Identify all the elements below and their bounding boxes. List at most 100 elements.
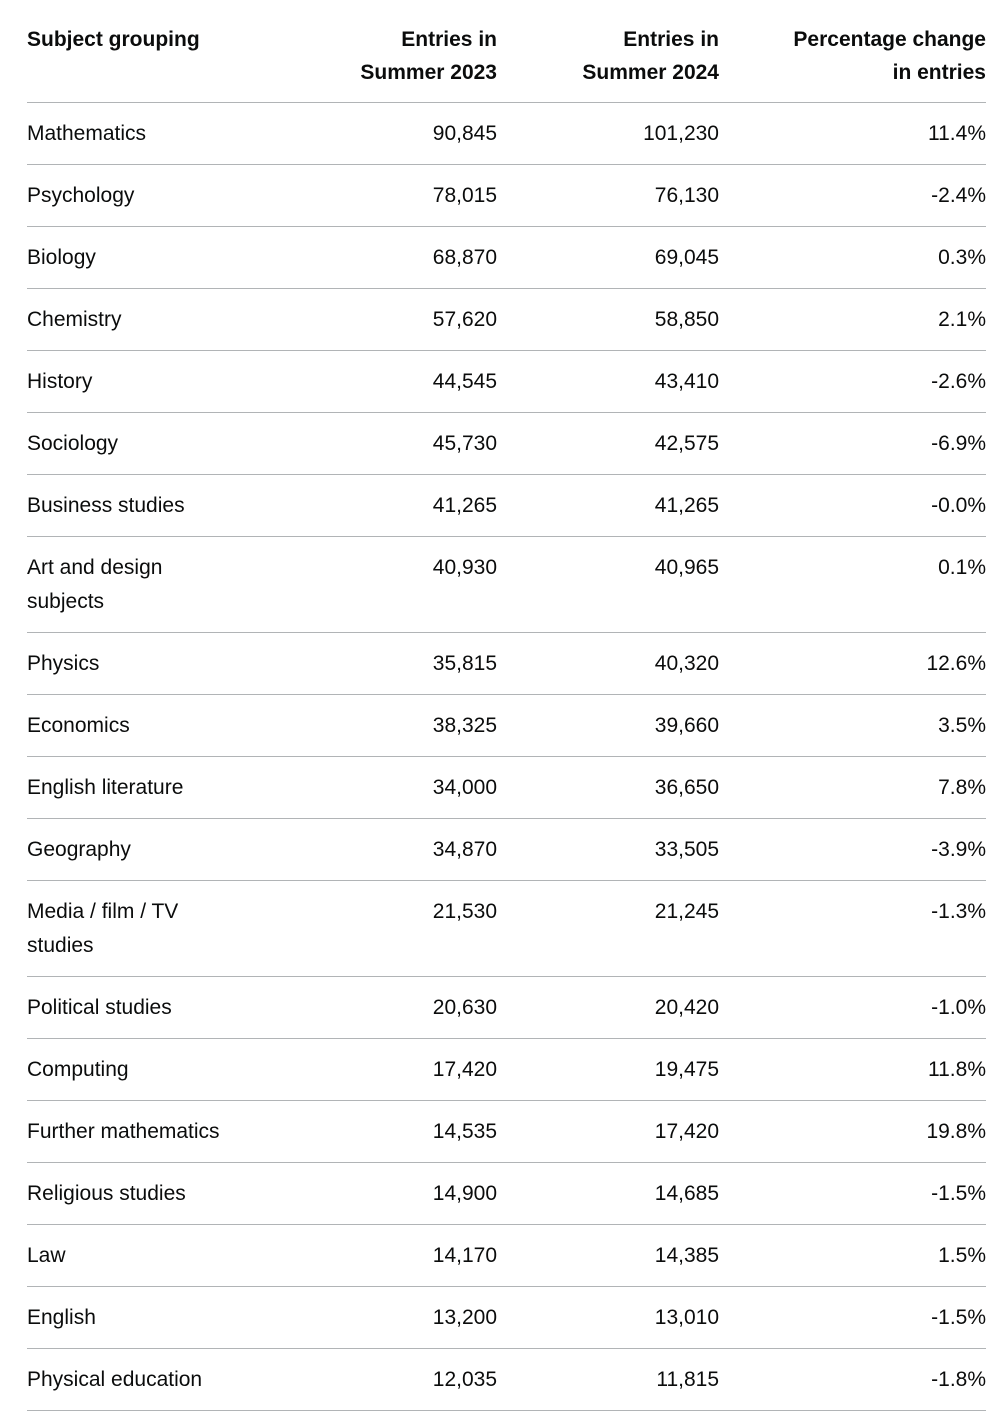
cell-subject: Art and design subjects (27, 536, 237, 633)
cell-subject: Chemistry (27, 288, 237, 351)
table-row: Business studies 41,265 41,265 -0.0% (27, 474, 986, 537)
cell-entries-2024: 36,650 (497, 756, 719, 819)
table-row: Computing 17,420 19,475 11.8% (27, 1038, 986, 1101)
cell-entries-2024: 21,245 (497, 880, 719, 977)
cell-pct-change: -1.5% (719, 1286, 986, 1349)
cell-entries-2023: 34,000 (237, 756, 497, 819)
cell-subject: Religious studies (27, 1162, 237, 1225)
column-header-entries-2023: Entries in Summer 2023 (237, 23, 497, 103)
cell-entries-2024: 19,475 (497, 1038, 719, 1101)
cell-pct-change: 11.4% (719, 102, 986, 165)
cell-entries-2024: 33,505 (497, 818, 719, 881)
cell-entries-2023: 20,630 (237, 976, 497, 1039)
table-row: Sociology 45,730 42,575 -6.9% (27, 412, 986, 475)
table-row: English literature 34,000 36,650 7.8% (27, 756, 986, 819)
cell-entries-2024: 69,045 (497, 226, 719, 289)
cell-entries-2023: 68,870 (237, 226, 497, 289)
cell-entries-2024: 76,130 (497, 164, 719, 227)
cell-pct-change: 19.8% (719, 1100, 986, 1163)
cell-entries-2024: 40,320 (497, 632, 719, 695)
cell-subject: Biology (27, 226, 237, 289)
table-row: English 13,200 13,010 -1.5% (27, 1286, 986, 1349)
cell-entries-2023: 44,545 (237, 350, 497, 413)
cell-entries-2023: 14,900 (237, 1162, 497, 1225)
table-row: Law 14,170 14,385 1.5% (27, 1224, 986, 1287)
cell-pct-change: -1.8% (719, 1348, 986, 1411)
cell-entries-2023: 13,200 (237, 1286, 497, 1349)
cell-subject: History (27, 350, 237, 413)
table-header-row: Subject grouping Entries in Summer 2023 … (27, 23, 986, 103)
cell-entries-2023: 34,870 (237, 818, 497, 881)
table-row: Political studies 20,630 20,420 -1.0% (27, 976, 986, 1039)
cell-subject: English (27, 1286, 237, 1349)
table-row: Religious studies 14,900 14,685 -1.5% (27, 1162, 986, 1225)
table-row: Mathematics 90,845 101,230 11.4% (27, 102, 986, 165)
cell-pct-change: -1.5% (719, 1162, 986, 1225)
cell-entries-2024: 14,685 (497, 1162, 719, 1225)
cell-entries-2023: 21,530 (237, 880, 497, 977)
table-row: Media / film / TV studies 21,530 21,245 … (27, 880, 986, 977)
cell-entries-2024: 43,410 (497, 350, 719, 413)
cell-entries-2024: 101,230 (497, 102, 719, 165)
cell-subject: Physics (27, 632, 237, 695)
cell-subject: Law (27, 1224, 237, 1287)
cell-subject: Physical education (27, 1348, 237, 1411)
table-row: Physical education 12,035 11,815 -1.8% (27, 1348, 986, 1411)
column-header-percentage-change: Percentage change in entries (719, 23, 986, 103)
cell-subject: English literature (27, 756, 237, 819)
table-row: Further mathematics 14,535 17,420 19.8% (27, 1100, 986, 1163)
cell-entries-2023: 45,730 (237, 412, 497, 475)
cell-entries-2023: 41,265 (237, 474, 497, 537)
cell-pct-change: 0.1% (719, 536, 986, 633)
cell-subject: Mathematics (27, 102, 237, 165)
cell-pct-change: -1.0% (719, 976, 986, 1039)
cell-pct-change: 3.5% (719, 694, 986, 757)
table-row: Biology 68,870 69,045 0.3% (27, 226, 986, 289)
cell-entries-2023: 35,815 (237, 632, 497, 695)
cell-entries-2023: 57,620 (237, 288, 497, 351)
cell-entries-2023: 12,035 (237, 1348, 497, 1411)
cell-entries-2024: 41,265 (497, 474, 719, 537)
cell-pct-change: 7.8% (719, 756, 986, 819)
column-header-entries-2024: Entries in Summer 2024 (497, 23, 719, 103)
cell-entries-2024: 39,660 (497, 694, 719, 757)
cell-entries-2024: 40,965 (497, 536, 719, 633)
table-body: Mathematics 90,845 101,230 11.4% Psychol… (27, 102, 986, 1411)
cell-entries-2023: 14,535 (237, 1100, 497, 1163)
cell-pct-change: 1.5% (719, 1224, 986, 1287)
table-row: Economics 38,325 39,660 3.5% (27, 694, 986, 757)
cell-pct-change: -3.9% (719, 818, 986, 881)
column-header-subject-grouping: Subject grouping (27, 23, 237, 103)
table-row: Psychology 78,015 76,130 -2.4% (27, 164, 986, 227)
cell-pct-change: -2.6% (719, 350, 986, 413)
cell-entries-2024: 14,385 (497, 1224, 719, 1287)
cell-subject: Further mathematics (27, 1100, 237, 1163)
cell-subject: Media / film / TV studies (27, 880, 237, 977)
table-row: Geography 34,870 33,505 -3.9% (27, 818, 986, 881)
cell-pct-change: 2.1% (719, 288, 986, 351)
cell-entries-2023: 14,170 (237, 1224, 497, 1287)
table-row: Chemistry 57,620 58,850 2.1% (27, 288, 986, 351)
cell-entries-2024: 58,850 (497, 288, 719, 351)
cell-pct-change: 0.3% (719, 226, 986, 289)
subject-entries-table: Subject grouping Entries in Summer 2023 … (27, 23, 986, 1411)
cell-pct-change: -6.9% (719, 412, 986, 475)
cell-entries-2023: 90,845 (237, 102, 497, 165)
cell-entries-2023: 38,325 (237, 694, 497, 757)
cell-subject: Geography (27, 818, 237, 881)
cell-subject: Political studies (27, 976, 237, 1039)
cell-entries-2024: 42,575 (497, 412, 719, 475)
cell-subject: Psychology (27, 164, 237, 227)
cell-entries-2023: 40,930 (237, 536, 497, 633)
cell-entries-2024: 13,010 (497, 1286, 719, 1349)
cell-entries-2024: 20,420 (497, 976, 719, 1039)
cell-pct-change: 11.8% (719, 1038, 986, 1101)
cell-pct-change: 12.6% (719, 632, 986, 695)
cell-pct-change: -2.4% (719, 164, 986, 227)
table-row: Physics 35,815 40,320 12.6% (27, 632, 986, 695)
cell-subject: Economics (27, 694, 237, 757)
cell-pct-change: -0.0% (719, 474, 986, 537)
table-row: Art and design subjects 40,930 40,965 0.… (27, 536, 986, 633)
cell-entries-2023: 78,015 (237, 164, 497, 227)
